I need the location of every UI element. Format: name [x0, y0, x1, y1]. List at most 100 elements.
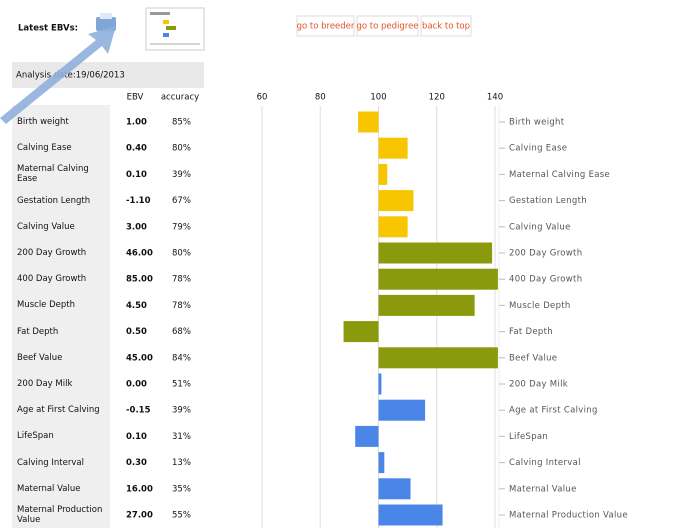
category-label: Gestation Length [509, 196, 587, 206]
category-label: Muscle Depth [509, 301, 571, 311]
ebv-value: 0.40 [126, 144, 147, 154]
ebv-value: 45.00 [126, 353, 153, 363]
category-label: LifeSpan [509, 432, 548, 442]
row-name: Muscle Depth [17, 293, 109, 317]
row-name-box: LifeSpan [17, 424, 109, 448]
accuracy-value: 13% [172, 458, 191, 468]
ebv-value: 46.00 [126, 249, 153, 259]
category-label: Fat Depth [509, 327, 553, 337]
category-label: 400 Day Growth [509, 275, 582, 285]
row-name: Age at First Calving [17, 398, 109, 422]
row-name-box: Calving Interval [17, 451, 109, 475]
bar [379, 374, 382, 395]
button[interactable]: go to breeder [297, 22, 355, 32]
category-label: 200 Day Growth [509, 249, 582, 259]
accuracy-value: 79% [172, 222, 191, 232]
category-label: Maternal Value [509, 484, 577, 494]
ebv-value: 0.50 [126, 327, 147, 337]
row-name-box: Maternal Value [17, 477, 109, 501]
accuracy-value: 68% [172, 327, 191, 337]
row-name-box: Birth weight [17, 110, 109, 134]
bar [379, 478, 411, 499]
category-label: Beef Value [509, 353, 557, 363]
button[interactable]: go to pedigree [356, 22, 418, 32]
x-tick-label: 80 [315, 93, 326, 103]
bar [379, 190, 414, 211]
ebv-value: 0.30 [126, 458, 147, 468]
bar [355, 426, 378, 447]
ebv-value: 1.00 [126, 118, 147, 128]
category-label: Calving Ease [509, 144, 567, 154]
row-name: Calving Interval [17, 451, 109, 475]
category-label: Calving Interval [509, 458, 581, 468]
row-name: Calving Value [17, 215, 109, 239]
accuracy-value: 78% [172, 301, 191, 311]
x-tick-label: 140 [487, 93, 503, 103]
bar [358, 112, 378, 133]
bar [379, 269, 498, 290]
ebv-value: 27.00 [126, 511, 153, 521]
bar [379, 452, 385, 473]
category-label: Maternal Calving Ease [509, 170, 610, 180]
ebv-value: 16.00 [126, 484, 153, 494]
row-name: Beef Value [17, 346, 109, 370]
row-name: 400 Day Growth [17, 267, 109, 291]
button[interactable]: back to top [422, 22, 470, 32]
row-name: Maternal Calving Ease [17, 162, 109, 186]
bar [379, 505, 443, 526]
row-name: Maternal Production Value [17, 503, 109, 527]
x-tick-label: 100 [370, 93, 386, 103]
analysis-date: Analysis date:19/06/2013 [16, 71, 125, 81]
ebv-value: 85.00 [126, 275, 153, 285]
category-label: Age at First Calving [509, 406, 598, 416]
screen: Analysis date:19/06/2013 Latest EBVs: 60… [0, 0, 680, 528]
row-name-box: Muscle Depth [17, 293, 109, 317]
ebv-value: -1.10 [126, 196, 151, 206]
column-header: accuracy [161, 93, 199, 103]
row-name-box: Maternal Production Value [17, 503, 109, 527]
ebv-value: -0.15 [126, 406, 151, 416]
ebv-value: 0.10 [126, 432, 147, 442]
thumbnail[interactable] [146, 8, 204, 50]
x-tick-label: 120 [429, 93, 445, 103]
row-name-box: 200 Day Milk [17, 372, 109, 396]
page-title: Latest EBVs: [18, 24, 78, 34]
category-label: Maternal Production Value [509, 511, 628, 521]
row-name: Calving Ease [17, 136, 109, 160]
row-name-box: Fat Depth [17, 320, 109, 344]
row-name: 200 Day Growth [17, 241, 109, 265]
x-tick-label: 60 [257, 93, 268, 103]
row-name: Fat Depth [17, 320, 109, 344]
accuracy-value: 80% [172, 249, 191, 259]
row-name: LifeSpan [17, 424, 109, 448]
accuracy-value: 85% [172, 118, 191, 128]
column-header: EBV [127, 93, 144, 103]
accuracy-value: 84% [172, 353, 191, 363]
row-name-box: Calving Value [17, 215, 109, 239]
bar [379, 138, 408, 159]
accuracy-value: 80% [172, 144, 191, 154]
row-name-box: Beef Value [17, 346, 109, 370]
category-label: 200 Day Milk [509, 380, 568, 390]
row-name: Gestation Length [17, 189, 109, 213]
bar [344, 321, 379, 342]
accuracy-value: 67% [172, 196, 191, 206]
row-name-box: 400 Day Growth [17, 267, 109, 291]
accuracy-value: 78% [172, 275, 191, 285]
accuracy-value: 39% [172, 406, 191, 416]
ebv-value: 3.00 [126, 222, 147, 232]
bar [379, 243, 493, 264]
row-name-box: 200 Day Growth [17, 241, 109, 265]
row-name: Birth weight [17, 110, 109, 134]
row-name-box: Calving Ease [17, 136, 109, 160]
ebv-value: 0.10 [126, 170, 147, 180]
row-name-box: Maternal Calving Ease [17, 162, 109, 186]
ebv-value: 0.00 [126, 380, 147, 390]
bar [379, 295, 475, 316]
accuracy-value: 51% [172, 380, 191, 390]
row-name: 200 Day Milk [17, 372, 109, 396]
bar [379, 347, 498, 368]
page: Analysis date:19/06/2013 Latest EBVs: 60… [0, 0, 680, 528]
accuracy-value: 35% [172, 484, 191, 494]
row-name-box: Age at First Calving [17, 398, 109, 422]
